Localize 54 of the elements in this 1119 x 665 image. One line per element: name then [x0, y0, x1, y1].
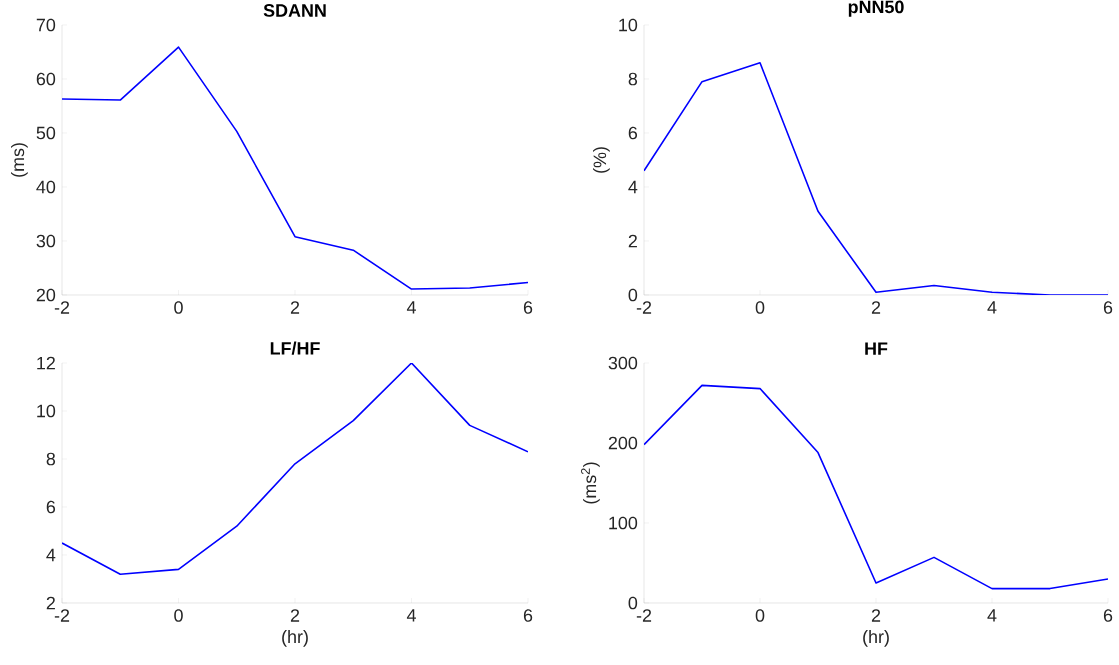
x-tick-label: 2: [290, 609, 300, 622]
x-tick-label: 6: [523, 609, 533, 622]
x-tick-label: 4: [406, 609, 416, 622]
y-tick-label: 6: [628, 126, 638, 140]
line-series: [62, 46, 528, 290]
y-tick-label: 6: [46, 500, 56, 514]
x-tick-label: 6: [523, 301, 533, 314]
y-tick-label: 40: [36, 180, 56, 194]
x-tick-label: -2: [636, 609, 652, 622]
line-series: [62, 362, 528, 575]
y-tick-label: 100: [609, 516, 638, 530]
x-axis-title: (hr): [863, 630, 889, 647]
x-tick-label: 6: [1103, 301, 1113, 314]
chart-title: SDANN: [263, 4, 326, 17]
y-axis-title: (ms$^{2}$): [581, 462, 600, 504]
x-tick-label: 6: [1103, 609, 1113, 622]
x-tick-label: 0: [755, 301, 765, 314]
y-axis-title: (ms): [11, 143, 28, 177]
y-tick-label: 4: [46, 548, 56, 562]
x-tick-label: 2: [871, 609, 881, 622]
line-series: [644, 384, 1109, 590]
y-tick-label: 10: [619, 18, 638, 32]
y-tick-label: 20: [36, 288, 56, 302]
y-axis-title: (%): [593, 147, 610, 173]
y-tick-label: 0: [628, 288, 638, 302]
x-tick-label: 0: [174, 301, 183, 314]
x-tick-label: 0: [755, 609, 765, 622]
x-tick-label: 0: [174, 609, 183, 622]
x-tick-label: -2: [54, 609, 70, 622]
y-tick-label: 8: [628, 72, 638, 86]
y-tick-label: 50: [36, 126, 56, 140]
chart-title: pNN50: [848, 0, 904, 17]
y-tick-label: 300: [608, 356, 638, 370]
x-tick-label: 4: [987, 301, 997, 314]
x-tick-label: 2: [290, 301, 300, 314]
x-tick-label: -2: [54, 301, 70, 314]
y-tick-label: 8: [46, 452, 56, 466]
y-tick-label: 2: [628, 234, 637, 248]
y-tick-label: 0: [628, 596, 638, 610]
y-tick-label: 10: [37, 404, 56, 418]
x-tick-label: 4: [987, 609, 997, 622]
x-tick-label: 4: [406, 301, 416, 314]
y-tick-label: 200: [608, 436, 638, 450]
y-tick-label: 60: [36, 72, 56, 86]
y-tick-label: 30: [36, 234, 56, 248]
y-tick-label: 12: [37, 356, 55, 370]
x-tick-label: 2: [871, 301, 881, 314]
y-tick-label: 70: [36, 18, 56, 32]
chart-title: HF: [865, 342, 888, 355]
chart-title: LF/HF: [270, 341, 320, 355]
x-axis-title: (hr): [282, 630, 308, 647]
y-tick-label: 4: [628, 180, 638, 194]
x-tick-label: -2: [636, 301, 652, 314]
y-tick-label: 2: [46, 596, 55, 610]
